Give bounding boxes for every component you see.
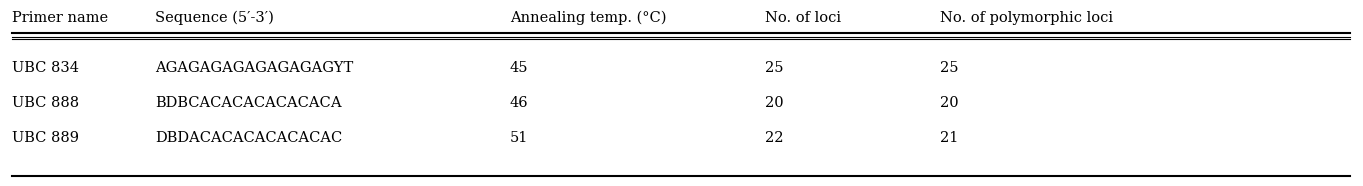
Text: AGAGAGAGAGAGAGAGYT: AGAGAGAGAGAGAGAGYT: [155, 61, 353, 75]
Text: 21: 21: [940, 131, 958, 145]
Text: UBC 834: UBC 834: [12, 61, 79, 75]
Text: 45: 45: [510, 61, 529, 75]
Text: Primer name: Primer name: [12, 11, 108, 25]
Text: 22: 22: [765, 131, 784, 145]
Text: UBC 889: UBC 889: [12, 131, 79, 145]
Text: 20: 20: [765, 96, 784, 110]
Text: 46: 46: [510, 96, 529, 110]
Text: 51: 51: [510, 131, 529, 145]
Text: DBDACACACACACACAC: DBDACACACACACACAC: [155, 131, 342, 145]
Text: No. of polymorphic loci: No. of polymorphic loci: [940, 11, 1114, 25]
Text: BDBCACACACACACACА: BDBCACACACACACACА: [155, 96, 342, 110]
Text: Sequence (5′-3′): Sequence (5′-3′): [155, 11, 274, 25]
Text: No. of loci: No. of loci: [765, 11, 841, 25]
Text: 20: 20: [940, 96, 958, 110]
Text: UBC 888: UBC 888: [12, 96, 79, 110]
Text: Annealing temp. (°C): Annealing temp. (°C): [510, 11, 667, 25]
Text: 25: 25: [940, 61, 958, 75]
Text: 25: 25: [765, 61, 784, 75]
